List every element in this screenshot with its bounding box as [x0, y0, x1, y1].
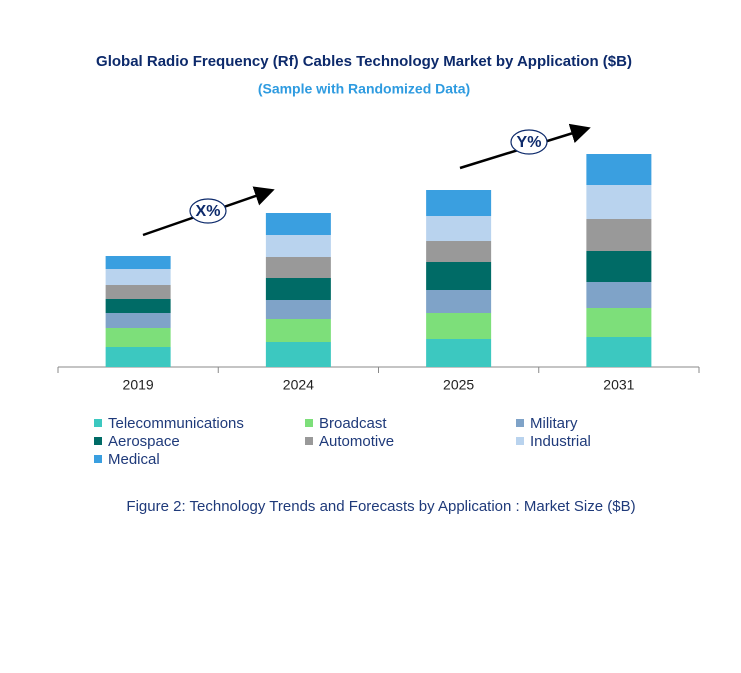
bar-segment [586, 308, 652, 337]
bar-segment [105, 269, 171, 285]
bar-segment [265, 213, 331, 235]
chart-subtitle: (Sample with Randomized Data) [258, 81, 470, 97]
x-tick-label: 2019 [123, 377, 154, 393]
bar-segment [586, 154, 652, 185]
bar-segment [265, 319, 331, 342]
bar-segment [265, 300, 331, 319]
legend-swatch [94, 419, 102, 427]
legend-label: Broadcast [319, 415, 387, 432]
bar-segment [586, 219, 652, 251]
legend-label: Medical [108, 451, 160, 468]
annotation: Y% [517, 134, 542, 151]
annotation-bubble [189, 198, 227, 224]
bar-segment [105, 285, 171, 299]
legend-label: Automotive [319, 433, 394, 450]
bar-segment [105, 299, 171, 313]
x-tick-label: 2025 [443, 377, 474, 393]
bar-segment [426, 216, 492, 241]
bar-segment [426, 190, 492, 216]
legend-swatch [516, 437, 524, 445]
bar-segment [265, 278, 331, 300]
legend-swatch [305, 437, 313, 445]
chart-title: Global Radio Frequency (Rf) Cables Techn… [96, 53, 632, 70]
bar-segment [586, 185, 652, 219]
legend-label: Aerospace [108, 433, 180, 450]
x-tick-label: 2024 [283, 377, 314, 393]
annotation-bubble [510, 129, 548, 155]
bar-segment [105, 256, 171, 269]
bar-segment [265, 342, 331, 367]
x-tick-label: 2031 [603, 377, 634, 393]
bar-segment [586, 282, 652, 308]
bar-segment [426, 339, 492, 367]
bar-segment [586, 337, 652, 367]
bar-segment [426, 313, 492, 339]
legend-label: Industrial [530, 433, 591, 450]
bar-segment [426, 290, 492, 313]
legend-swatch [94, 455, 102, 463]
bar-segment [586, 251, 652, 282]
bar-segment [426, 262, 492, 290]
legend-swatch [516, 419, 524, 427]
annotation: X% [196, 203, 221, 220]
legend-label: Telecommunications [108, 415, 244, 432]
bar-segment [265, 235, 331, 257]
bar-segment [265, 257, 331, 278]
bar-segment [105, 328, 171, 347]
caption: Figure 2: Technology Trends and Forecast… [126, 498, 635, 515]
legend-swatch [305, 419, 313, 427]
legend-label: Military [530, 415, 578, 432]
bar-segment [426, 241, 492, 262]
legend-swatch [94, 437, 102, 445]
bar-segment [105, 313, 171, 328]
bar-segment [105, 347, 171, 367]
